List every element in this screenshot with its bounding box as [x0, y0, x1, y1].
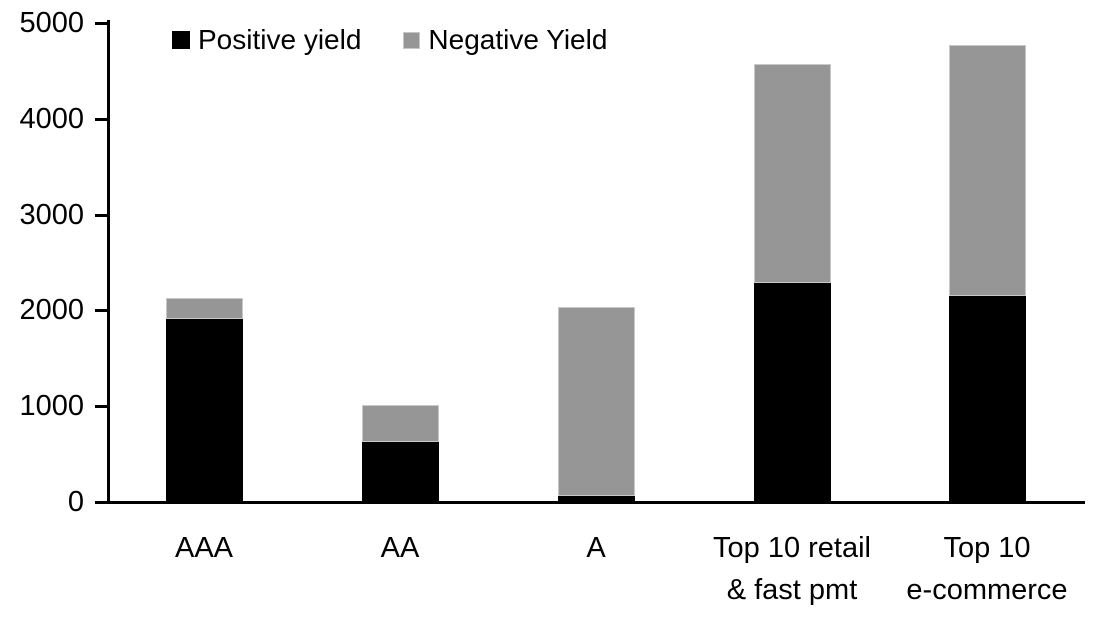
- bar-segment-aa-positive-yield: [362, 441, 439, 501]
- legend-item-negative-yield: Negative Yield: [403, 23, 607, 57]
- y-axis-tick-label: 0: [67, 486, 84, 518]
- bar-segment-top-10-positive-yield: [949, 295, 1026, 501]
- y-axis-tick-label: 5000: [19, 7, 84, 39]
- x-axis-label-line: A: [586, 532, 606, 564]
- x-axis-label-line: & fast pmt: [726, 574, 858, 606]
- y-axis-tick: [95, 22, 107, 25]
- y-axis-tick-label: 2000: [19, 294, 84, 326]
- x-axis-label-line: AAA: [174, 532, 234, 564]
- legend-label-negative-yield: Negative Yield: [428, 24, 608, 55]
- x-axis-line: [107, 501, 1085, 504]
- y-axis-tick-label: 1000: [19, 390, 84, 422]
- y-axis-line: [107, 20, 110, 504]
- bar-segment-a-positive-yield: [558, 496, 635, 501]
- x-axis-label-top-10-retail: Top 10 retail & fast pmt: [692, 527, 892, 611]
- bar-segment-top-10-retail-negative-yield: [754, 64, 831, 283]
- legend-label-positive-yield: Positive yield: [198, 24, 362, 55]
- legend-item-positive-yield: Positive yield: [172, 23, 361, 57]
- bar-segment-aaa-negative-yield: [166, 297, 243, 319]
- bar-segment-aaa-positive-yield: [166, 318, 243, 501]
- y-axis-tick: [95, 405, 107, 408]
- y-axis-tick: [95, 309, 107, 312]
- x-axis-label-aaa: AAA: [104, 527, 304, 569]
- x-axis-label-line: Top 10: [943, 532, 1031, 564]
- x-axis-label-line: AA: [380, 532, 420, 564]
- bar-segment-top-10-retail-positive-yield: [754, 282, 831, 501]
- chart-legend: Positive yield Negative Yield: [172, 23, 607, 57]
- legend-swatch-positive-yield: [172, 31, 190, 49]
- x-axis-label-top-10: Top 10 e-commerce: [887, 527, 1087, 611]
- y-axis-tick: [95, 501, 107, 504]
- x-axis-label-a: A: [496, 527, 696, 569]
- x-axis-label-aa: AA: [300, 527, 500, 569]
- y-axis-tick: [95, 118, 107, 121]
- legend-swatch-negative-yield: [403, 31, 421, 49]
- bar-segment-a-negative-yield: [558, 306, 635, 497]
- x-axis-label-line: Top 10 retail: [713, 532, 871, 564]
- y-axis-tick-label: 4000: [19, 103, 84, 135]
- y-axis-tick-label: 3000: [19, 199, 84, 231]
- y-axis-tick: [95, 214, 107, 217]
- x-axis-label-line: e-commerce: [906, 574, 1068, 606]
- bar-segment-aa-negative-yield: [362, 405, 439, 442]
- bar-segment-top-10-negative-yield: [949, 44, 1026, 296]
